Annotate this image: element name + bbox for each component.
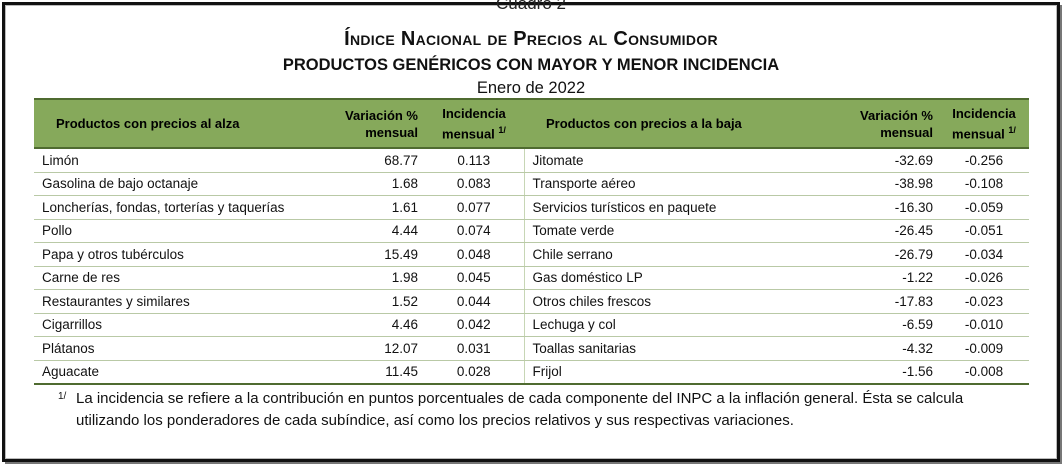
up-variation: 68.77 (314, 148, 424, 173)
footnote-text: La incidencia se refiere a la contribuci… (76, 390, 964, 429)
down-product-name: Tomate verde (523, 219, 834, 243)
down-variation: -6.59 (834, 313, 939, 337)
down-incidence: -0.010 (939, 313, 1029, 337)
down-incidence: -0.008 (939, 360, 1029, 385)
down-variation: -1.22 (834, 266, 939, 290)
footnote-mark: 1/ (58, 391, 67, 402)
down-variation: -32.69 (834, 148, 939, 173)
up-product-name: Gasolina de bajo octanaje (34, 172, 314, 196)
up-incidence: 0.113 (424, 148, 524, 173)
up-product-name: Pollo (34, 219, 314, 243)
up-product-name: Loncherías, fondas, torterías y taquería… (34, 195, 314, 220)
footnote-mark: 1/ (498, 124, 506, 135)
up-variation: 1.98 (314, 266, 424, 290)
up-incidence: 0.048 (424, 242, 524, 267)
down-variation: -4.32 (834, 336, 939, 361)
table-row: Limón 68.77 0.113 Jitomate -32.69 -0.256 (34, 148, 1029, 173)
down-incidence: -0.051 (939, 219, 1029, 243)
page-title: Índice Nacional de Precios al Consumidor (344, 28, 718, 50)
header-up-incidence-label: Incidencia mensual (442, 105, 506, 142)
up-product-name: Aguacate (34, 360, 314, 385)
down-variation: -17.83 (834, 289, 939, 314)
table-row: Pollo 4.44 0.074 Tomate verde -26.45 -0.051 (34, 219, 1029, 243)
up-product-name: Plátanos (34, 336, 314, 361)
header-down-variation: Variación % mensual (834, 98, 939, 149)
table-row: Papa y otros tubérculos 15.49 0.048 Chile s… (34, 242, 1029, 267)
table-row: Carne de res 1.98 0.045 Gas doméstico LP -1.… (34, 266, 1029, 290)
page-subtitle: PRODUCTOS GENÉRICOS CON MAYOR Y MENOR IN… (282, 56, 780, 74)
down-incidence: -0.009 (939, 336, 1029, 361)
up-product-name: Papa y otros tubérculos (34, 242, 314, 267)
up-variation: 1.61 (314, 195, 424, 220)
table-row: Restaurantes y similares 1.52 0.044 Otros c… (34, 289, 1029, 314)
footnote: 1/ La incidencia se refiere a la contrib… (58, 388, 1018, 432)
up-incidence: 0.045 (424, 266, 524, 290)
down-product-name: Chile serrano (523, 242, 834, 267)
header-down-incidence-label: Incidencia mensual (952, 105, 1016, 142)
up-product-name: Restaurantes y similares (34, 289, 314, 314)
incidence-table: Productos con precios al alza Variación … (34, 98, 1029, 385)
down-product-name: Gas doméstico LP (523, 266, 834, 290)
down-product-name: Servicios turísticos en paquete (523, 195, 834, 220)
up-variation: 4.44 (314, 219, 424, 243)
up-product-name: Cigarrillos (34, 313, 314, 337)
table-number: Cuadro 2 (496, 0, 566, 13)
table-row: Cigarrillos 4.46 0.042 Lechuga y col -6.59 -0… (34, 313, 1029, 337)
down-incidence: -0.034 (939, 242, 1029, 267)
down-incidence: -0.059 (939, 195, 1029, 220)
header-down-products: Productos con precios a la baja (524, 98, 834, 149)
up-incidence: 0.042 (424, 313, 524, 337)
table-row: Loncherías, fondas, torterías y taquería… (34, 195, 1029, 220)
header-up-variation-label: Variación % mensual (345, 107, 418, 140)
down-product-name: Toallas sanitarias (523, 336, 834, 361)
up-incidence: 0.077 (424, 195, 524, 220)
down-variation: -16.30 (834, 195, 939, 220)
down-incidence: -0.256 (939, 148, 1029, 173)
down-variation: -26.45 (834, 219, 939, 243)
period-label: Enero de 2022 (476, 79, 586, 97)
down-incidence: -0.108 (939, 172, 1029, 196)
down-incidence: -0.023 (939, 289, 1029, 314)
header-down-incidence: Incidencia mensual 1/ (939, 98, 1029, 149)
footnote-mark: 1/ (1008, 124, 1016, 135)
header-up-incidence: Incidencia mensual 1/ (424, 98, 524, 149)
up-variation: 11.45 (314, 360, 424, 385)
up-incidence: 0.083 (424, 172, 524, 196)
up-variation: 4.46 (314, 313, 424, 337)
up-incidence: 0.044 (424, 289, 524, 314)
table-row: Plátanos 12.07 0.031 Toallas sanitarias -4.3… (34, 336, 1029, 361)
down-incidence: -0.026 (939, 266, 1029, 290)
up-incidence: 0.031 (424, 336, 524, 361)
down-product-name: Transporte aéreo (523, 172, 834, 196)
table-row: Aguacate 11.45 0.028 Frijol -1.56 -0.008 (34, 360, 1029, 385)
up-product-name: Limón (34, 148, 314, 173)
up-variation: 15.49 (314, 242, 424, 267)
header-up-products: Productos con precios al alza (34, 98, 314, 149)
up-incidence: 0.028 (424, 360, 524, 385)
up-variation: 1.68 (314, 172, 424, 196)
down-product-name: Otros chiles frescos (523, 289, 834, 314)
header-down-variation-label: Variación % mensual (860, 107, 933, 140)
table-row: Gasolina de bajo octanaje 1.68 0.083 Transp… (34, 172, 1029, 196)
header-up-variation: Variación % mensual (314, 98, 424, 149)
up-product-name: Carne de res (34, 266, 314, 290)
down-variation: -26.79 (834, 242, 939, 267)
up-variation: 1.52 (314, 289, 424, 314)
down-variation: -38.98 (834, 172, 939, 196)
down-product-name: Jitomate (523, 148, 834, 173)
down-product-name: Lechuga y col (523, 313, 834, 337)
up-incidence: 0.074 (424, 219, 524, 243)
table-header-row: Productos con precios al alza Variación … (34, 98, 1029, 149)
up-variation: 12.07 (314, 336, 424, 361)
down-variation: -1.56 (834, 360, 939, 385)
down-product-name: Frijol (523, 360, 834, 385)
